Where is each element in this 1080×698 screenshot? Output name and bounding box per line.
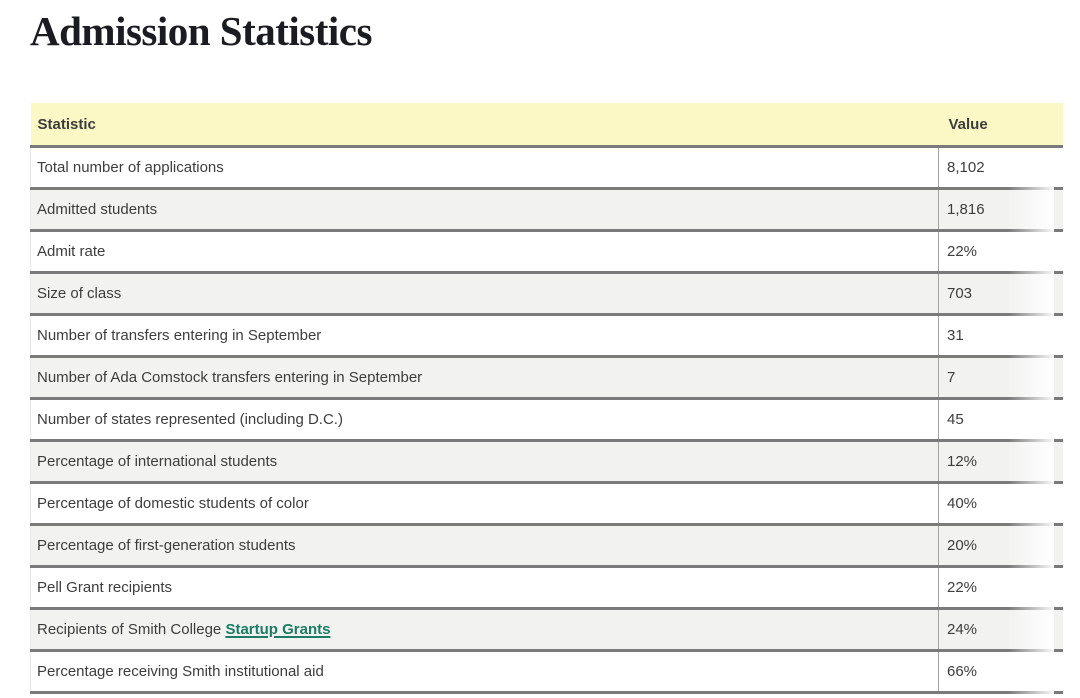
- value-cell: 7: [938, 356, 1063, 400]
- value-cell: 24%: [938, 608, 1063, 652]
- statistic-cell: Percentage of international students: [30, 440, 939, 484]
- statistic-cell: Admit rate: [30, 230, 939, 274]
- table-row: Number of transfers entering in Septembe…: [30, 314, 1063, 358]
- table-row: Recipients of Smith College Startup Gran…: [30, 608, 1063, 652]
- value-cell: 703: [938, 272, 1063, 316]
- startup-grants-link[interactable]: Startup Grants: [225, 621, 331, 638]
- statistic-cell: Number of transfers entering in Septembe…: [30, 314, 939, 358]
- statistic-cell: Recipients of Smith College Startup Gran…: [30, 608, 939, 652]
- value-cell: 1,816: [938, 188, 1063, 232]
- value-cell: 8,102: [938, 146, 1063, 190]
- statistic-cell: Percentage receiving Smith institutional…: [30, 650, 939, 694]
- table-row: Number of Ada Comstock transfers enterin…: [30, 356, 1063, 400]
- value-cell: 22%: [938, 566, 1063, 610]
- table-header: Statistic Value: [30, 103, 1063, 148]
- table-row: Total number of applications 8,102: [30, 146, 1063, 190]
- statistic-cell: Percentage of domestic students of color: [30, 482, 939, 526]
- table-header-row: Statistic Value: [30, 103, 1063, 148]
- statistic-cell: Size of class: [30, 272, 939, 316]
- value-cell: 45: [938, 398, 1063, 442]
- table-row: Number of states represented (including …: [30, 398, 1063, 442]
- table-row: Admitted students 1,816: [30, 188, 1063, 232]
- table-row: Size of class 703: [30, 272, 1063, 316]
- value-cell: 31: [938, 314, 1063, 358]
- table-row: Percentage receiving Smith institutional…: [30, 650, 1063, 694]
- value-cell: 22%: [938, 230, 1063, 274]
- value-cell: 12%: [938, 440, 1063, 484]
- table-row: Percentage of domestic students of color…: [30, 482, 1063, 526]
- statistic-cell: Admitted students: [30, 188, 939, 232]
- value-cell: 66%: [938, 650, 1063, 694]
- table-row: Pell Grant recipients 22%: [30, 566, 1063, 610]
- statistic-cell: Pell Grant recipients: [30, 566, 939, 610]
- column-header-value: Value: [938, 103, 1063, 148]
- page-title: Admission Statistics: [30, 8, 372, 54]
- statistic-cell: Number of states represented (including …: [30, 398, 939, 442]
- stats-table-body: Total number of applications 8,102 Admitte…: [30, 146, 1063, 694]
- value-cell: 40%: [938, 482, 1063, 526]
- column-header-statistic: Statistic: [30, 103, 939, 148]
- table-row: Percentage of first-generation students 2…: [30, 524, 1063, 568]
- statistic-cell: Percentage of first-generation students: [30, 524, 939, 568]
- statistic-cell: Number of Ada Comstock transfers enterin…: [30, 356, 939, 400]
- value-cell: 20%: [938, 524, 1063, 568]
- admission-statistics-table: Statistic Value Total number of applicat…: [30, 103, 1063, 694]
- statistic-cell: Total number of applications: [30, 146, 939, 190]
- admission-statistics-table-container: Statistic Value Total number of applicat…: [30, 103, 1063, 694]
- table-row: Percentage of international students 12%: [30, 440, 1063, 484]
- table-row: Admit rate 22%: [30, 230, 1063, 274]
